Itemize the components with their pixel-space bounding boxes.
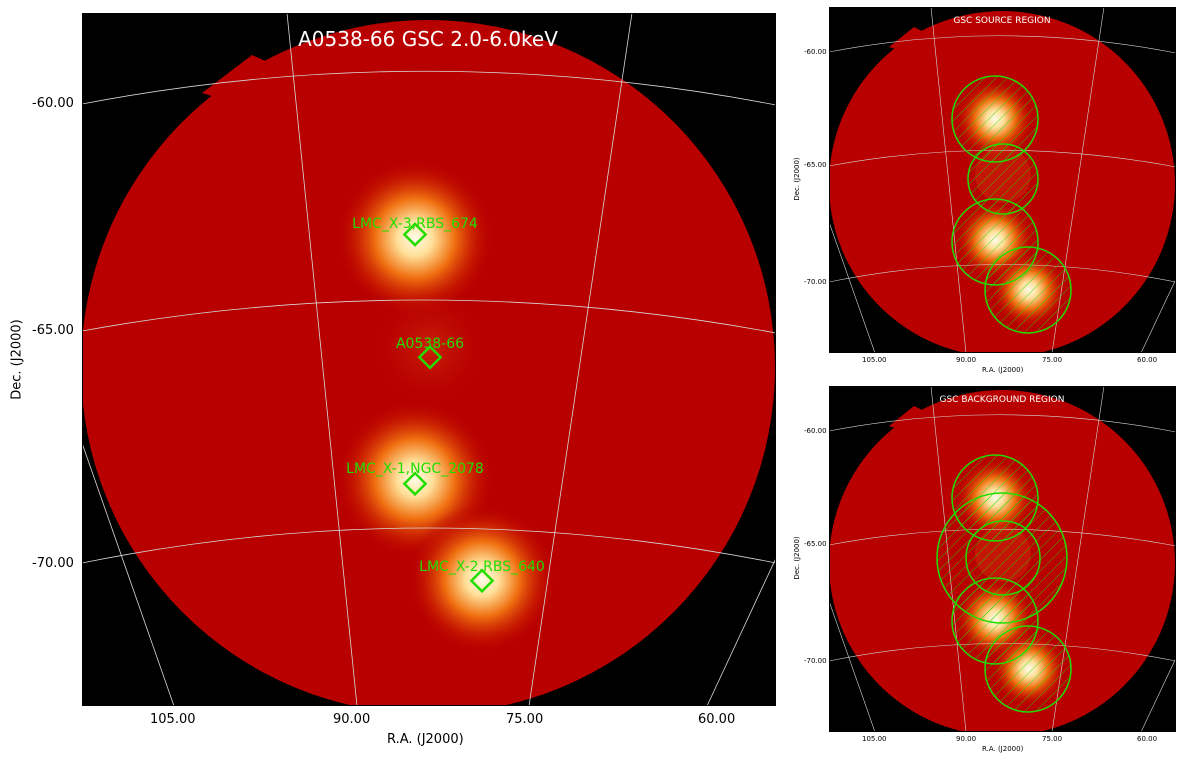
- bkg-y-tick-1: -60.00: [804, 427, 827, 435]
- coordinate-grid: [82, 13, 776, 706]
- src-y-tick-2: -65.00: [804, 161, 827, 169]
- marker-lmc-x3[interactable]: [402, 222, 428, 247]
- marker-lmc-x2[interactable]: [469, 568, 495, 594]
- field-notch: [202, 55, 307, 123]
- bkg-region-circle-4[interactable]: [984, 625, 1072, 713]
- main-y-tick-2: -65.00: [32, 323, 74, 338]
- bkg-x-tick-1: 105.00: [862, 735, 887, 743]
- background-region-panel: GSC BACKGROUND REGION: [829, 386, 1176, 732]
- marker-a0538[interactable]: [417, 344, 443, 370]
- src-region-circle-4[interactable]: [984, 246, 1072, 334]
- main-x-tick-4: 60.00: [698, 712, 736, 727]
- source-label-lmc-x2: LMC_X-2,RBS_640: [419, 559, 545, 575]
- src-y-tick-1: -60.00: [804, 48, 827, 56]
- bkg-y-axis-label: Dec. (J2000): [793, 536, 801, 580]
- source-label-lmc-x3: LMC_X-3,RBS_674: [352, 216, 478, 232]
- main-image-panel: LMC_X-3,RBS_674 A0538-66 LMC_X-1,NGC_207…: [82, 13, 776, 706]
- src-y-tick-3: -70.00: [804, 278, 827, 286]
- main-y-tick-1: -60.00: [32, 96, 74, 111]
- bkg-x-tick-4: 60.00: [1137, 735, 1158, 743]
- main-title: A0538-66 GSC 2.0-6.0keV: [298, 27, 558, 51]
- marker-lmc-x1[interactable]: [402, 471, 428, 497]
- main-y-tick-3: -70.00: [32, 556, 74, 571]
- src-y-axis-label: Dec. (J2000): [793, 157, 801, 201]
- src-x-tick-4: 60.00: [1137, 356, 1158, 364]
- bkg-x-tick-3: 75.00: [1042, 735, 1063, 743]
- source-region-title: GSC SOURCE REGION: [953, 16, 1050, 26]
- source-region-panel: GSC SOURCE REGION: [829, 7, 1176, 353]
- src-x-tick-3: 75.00: [1042, 356, 1063, 364]
- main-x-tick-1: 105.00: [150, 712, 196, 727]
- main-sky-image: LMC_X-3,RBS_674 A0538-66 LMC_X-1,NGC_207…: [82, 13, 776, 706]
- bkg-x-tick-2: 90.00: [956, 735, 977, 743]
- src-x-axis-label: R.A. (J2000): [982, 366, 1024, 374]
- bkg-y-tick-2: -65.00: [804, 540, 827, 548]
- src-x-tick-2: 90.00: [956, 356, 977, 364]
- background-region-image: GSC BACKGROUND REGION: [829, 386, 1176, 732]
- main-x-tick-2: 90.00: [333, 712, 371, 727]
- main-x-axis-label: R.A. (J2000): [387, 732, 464, 747]
- bkg-y-tick-3: -70.00: [804, 657, 827, 665]
- source-label-lmc-x1: LMC_X-1,NGC_2078: [346, 461, 484, 477]
- bkg-x-axis-label: R.A. (J2000): [982, 745, 1024, 753]
- src-x-tick-1: 105.00: [862, 356, 887, 364]
- source-region-image: GSC SOURCE REGION: [829, 7, 1176, 353]
- source-label-a0538: A0538-66: [396, 336, 464, 352]
- background-region-title: GSC BACKGROUND REGION: [940, 395, 1065, 405]
- glow-lmc-x3: [335, 158, 495, 318]
- glow-lmc-x2: [407, 504, 557, 654]
- main-y-axis-label: Dec. (J2000): [9, 319, 25, 400]
- main-x-tick-3: 75.00: [506, 712, 544, 727]
